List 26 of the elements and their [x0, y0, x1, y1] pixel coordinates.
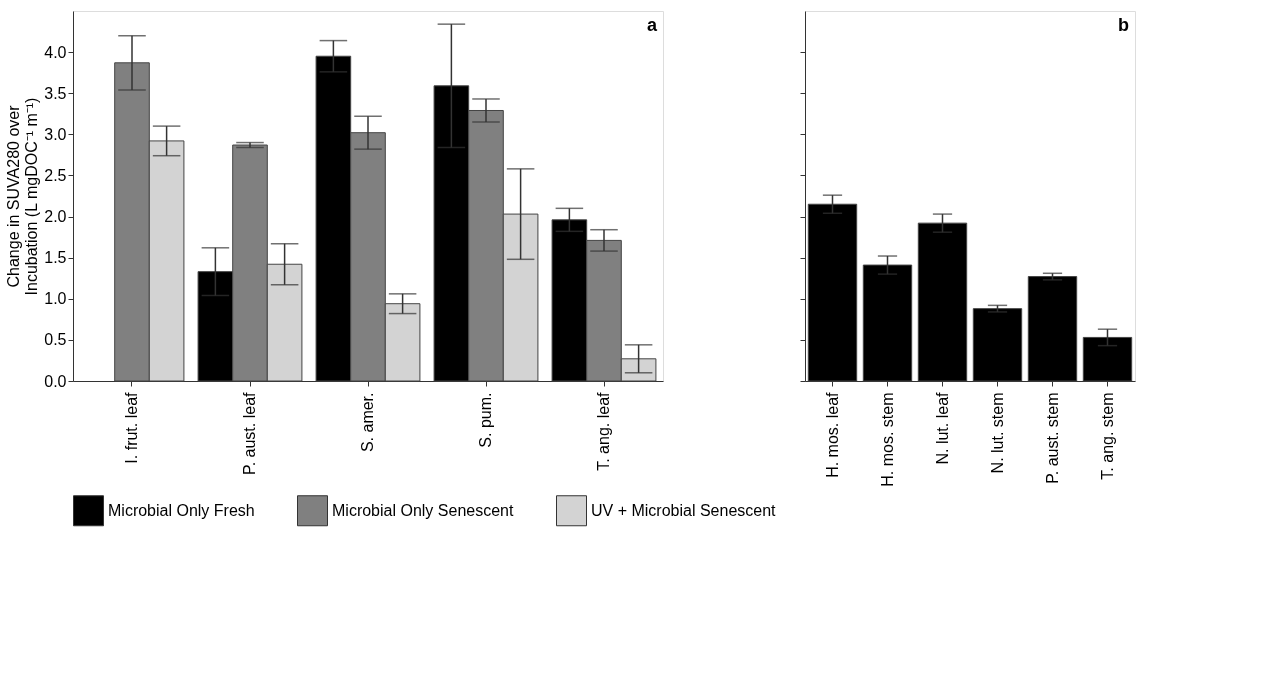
y-tick-label: 3.0 [44, 125, 67, 143]
y-tick-label: 3.5 [44, 84, 67, 102]
y-tick-label: 2.5 [44, 166, 67, 184]
x-tick-label: T. ang. leaf [595, 391, 612, 471]
annotation: b [1118, 15, 1129, 35]
y-tick-label: 0.0 [44, 372, 67, 390]
x-tick-label: P. aust. leaf [241, 391, 258, 475]
y-tick-label: 4.0 [44, 43, 67, 61]
x-tick-label: S. amer. [359, 392, 376, 453]
legend-label: Microbial Only Senescent [332, 501, 514, 519]
x-tick-label: H. mos. leaf [823, 391, 841, 478]
y-axis-title: Change in SUVA280 over Incubation (L mgDOC⁻¹ m⁻¹) [5, 97, 41, 296]
x-tick-label: S. pum. [477, 392, 494, 448]
x-tick-label: H. mos. stem [878, 392, 896, 487]
x-tick-label: N. lut. leaf [933, 391, 951, 465]
x-tick-label: I. frut. leaf [123, 391, 140, 464]
x-tick-label: T. ang. stem [1098, 392, 1116, 480]
legend-label: Microbial Only Fresh [108, 501, 255, 519]
y-tick-label: 2.0 [44, 208, 67, 226]
x-tick-label: P. aust. stem [1043, 392, 1061, 484]
x-tick-label: N. lut. stem [988, 392, 1006, 474]
y-tick-label: 1.0 [44, 290, 67, 308]
annotation: a [646, 15, 658, 35]
y-tick-label: 0.5 [44, 331, 67, 349]
legend-label: UV + Microbial Senescent [591, 501, 777, 519]
y-tick-label: 1.5 [44, 249, 67, 267]
